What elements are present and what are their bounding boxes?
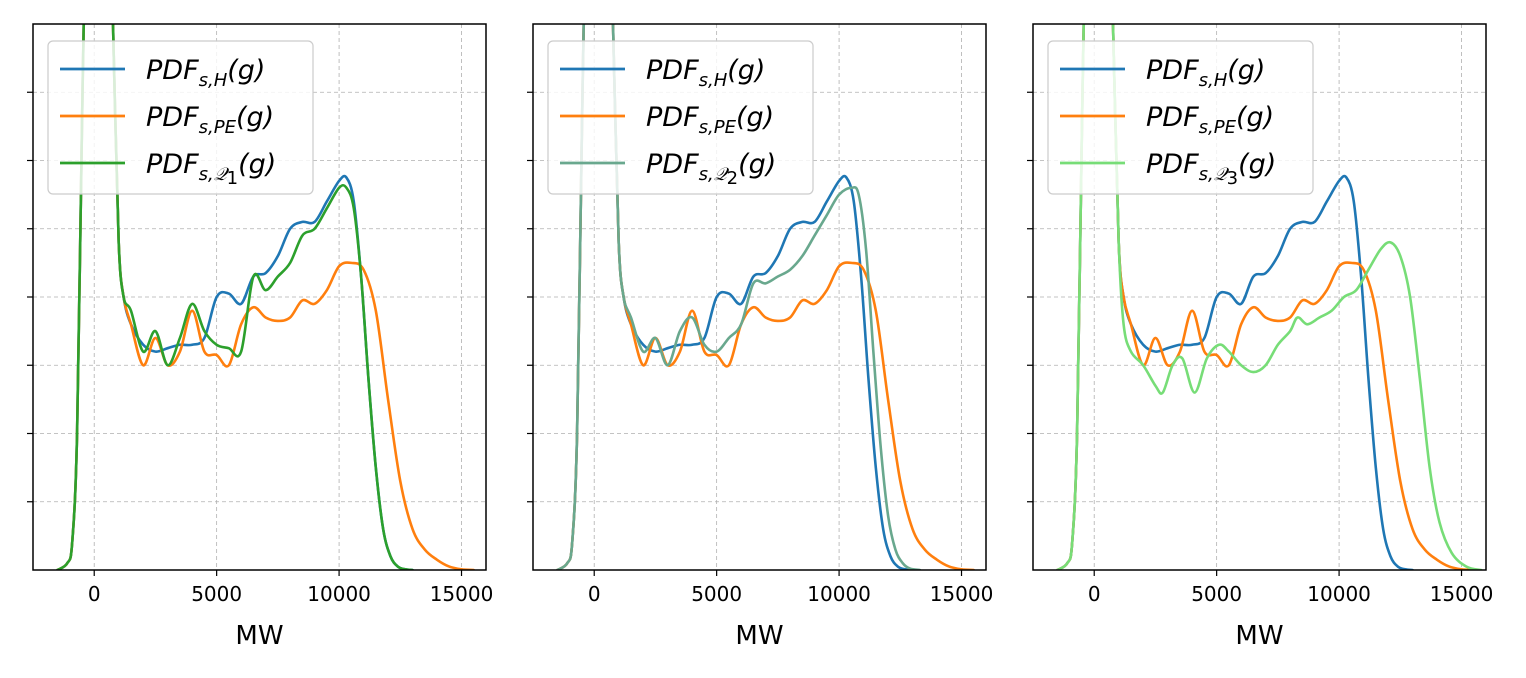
series-line-1 [556, 24, 914, 570]
x-tick-label: 10000 [807, 582, 871, 606]
legend-entry-label: PDFs,PE(g) [1146, 102, 1274, 138]
series-line-2 [556, 24, 976, 570]
legend: PDFs,H(g) PDFs,PE(g) PDFs,𝒬2(g) [547, 40, 814, 195]
panel-1: 0 5000 10000 15000MWPDFs,H(g)PDFs,PE(g)PDFs… [27, 23, 494, 651]
x-tick-label: 5000 [191, 582, 242, 606]
legend-entry-label: PDFs,𝒬2(g) [646, 149, 776, 189]
panel-3: 0 5000 10000 15000MWPDFs,H(g)PDFs,PE(g)PDFs… [1027, 23, 1494, 651]
x-tick-label: 0 [1088, 582, 1101, 606]
plot-frame [32, 23, 487, 571]
series-line-2 [56, 24, 476, 570]
series-line-2 [1056, 24, 1476, 570]
series-line-3 [556, 24, 922, 570]
series-line-3 [56, 24, 414, 570]
x-tick-label: 15000 [430, 582, 494, 606]
legend: PDFs,H(g) PDFs,PE(g) PDFs,𝒬1(g) [47, 40, 314, 195]
legend: PDFs,H(g) PDFs,PE(g) PDFs,𝒬3(g) [1047, 40, 1314, 195]
panel-2: 0 5000 10000 15000MWPDFs,H(g)PDFs,PE(g)PDFs… [527, 23, 994, 651]
x-axis-label: MW [1235, 621, 1283, 651]
legend-entry-label: PDFs,H(g) [146, 55, 265, 91]
legend-entry-label: PDFs,H(g) [646, 55, 765, 91]
legend-entry-label: PDFs,H(g) [1146, 55, 1265, 91]
plot-frame [1032, 23, 1487, 571]
x-tick-label: 10000 [307, 582, 371, 606]
plot-frame [532, 23, 987, 571]
legend-entry-label: PDFs,PE(g) [146, 102, 274, 138]
x-tick-label: 0 [588, 582, 601, 606]
series-line-1 [1056, 24, 1414, 570]
series-group [556, 24, 976, 570]
series-group [1056, 24, 1483, 570]
legend-frame [1047, 40, 1314, 195]
series-line-3 [1056, 24, 1483, 570]
legend-entry-label: PDFs,𝒬1(g) [146, 149, 276, 189]
series-group [56, 24, 476, 570]
x-tick-label: 0 [88, 582, 101, 606]
legend-entry-label: PDFs,𝒬3(g) [1146, 149, 1276, 189]
x-axis-label: MW [235, 621, 283, 651]
legend-entry-label: PDFs,PE(g) [646, 102, 774, 138]
x-tick-label: 5000 [1191, 582, 1242, 606]
legend-frame [47, 40, 314, 195]
x-tick-label: 5000 [691, 582, 742, 606]
legend-frame [547, 40, 814, 195]
x-tick-label: 15000 [930, 582, 994, 606]
x-tick-label: 10000 [1307, 582, 1371, 606]
x-axis-label: MW [735, 621, 783, 651]
x-tick-label: 15000 [1430, 582, 1494, 606]
